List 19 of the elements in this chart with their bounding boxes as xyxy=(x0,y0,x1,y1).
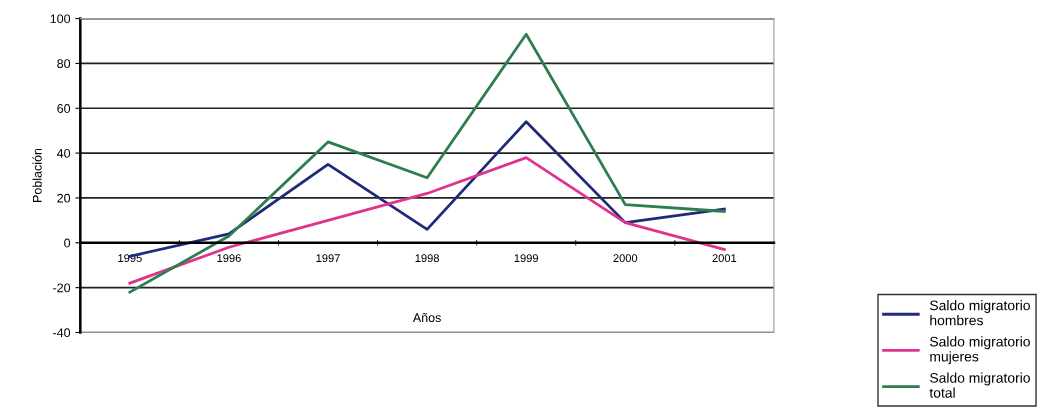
x-tick-label: 1997 xyxy=(316,254,340,263)
legend-label: Saldo migratorio total xyxy=(929,372,1030,398)
y-axis-title: Población xyxy=(32,148,42,202)
y-tick-label: 60 xyxy=(57,104,71,113)
y-tick-label: -40 xyxy=(53,328,71,338)
y-tick-label: 40 xyxy=(56,148,71,158)
legend-label: Saldo migratorio hombres xyxy=(930,300,1030,326)
y-tick-label: 0 xyxy=(64,238,71,248)
x-tick-label: 1996 xyxy=(217,254,241,263)
x-tick-label: 1998 xyxy=(415,254,439,263)
y-tick-label: 20 xyxy=(57,193,71,203)
y-tick-label: 100 xyxy=(50,14,71,24)
y-tick-label: -20 xyxy=(53,283,71,293)
y-tick-label: 80 xyxy=(57,59,71,69)
x-tick-label: 1999 xyxy=(514,254,539,263)
x-axis-title: Años xyxy=(412,312,441,323)
x-tick-label: 2001 xyxy=(712,254,737,263)
legend-label: Saldo migratorio mujeres xyxy=(930,336,1030,365)
x-tick-label: 2000 xyxy=(613,254,638,263)
